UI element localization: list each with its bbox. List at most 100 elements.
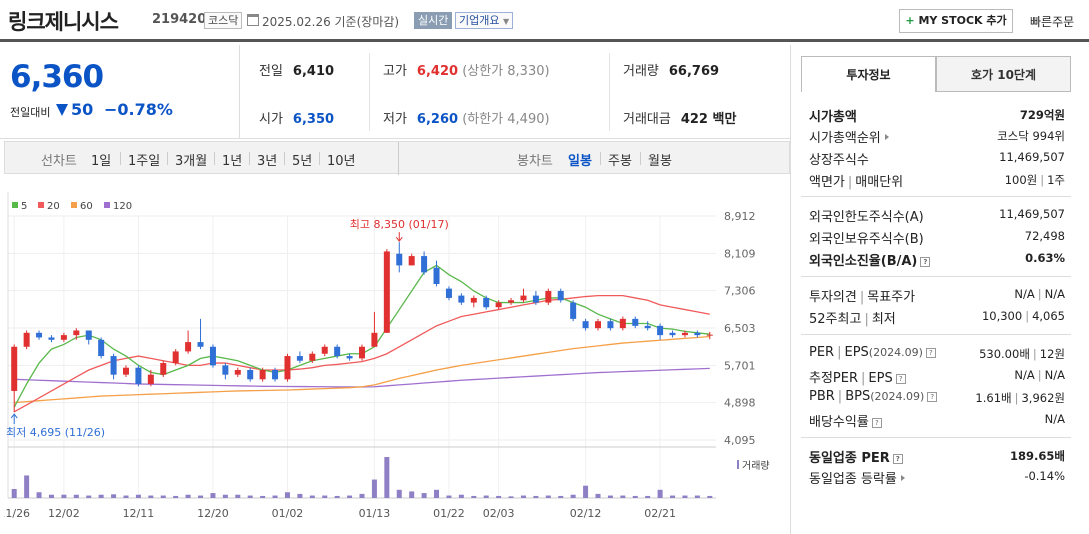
stock-header: 링크제니시스 219420 코스닥 2025.02.26 기준(장마감) 실시간… xyxy=(0,0,1089,42)
row-industry-per: 동일업종 PER? 189.65배 xyxy=(809,449,1065,466)
tab-5y[interactable]: 5년 xyxy=(292,154,313,169)
candle-body xyxy=(296,356,303,361)
help-icon: ? xyxy=(895,374,906,384)
price-change-rate: −0.78% xyxy=(104,100,173,119)
price-change: 50 xyxy=(71,100,94,119)
x-tick-label: 02/12 xyxy=(570,507,602,520)
volume-bar xyxy=(409,491,415,498)
candle-body xyxy=(371,332,378,347)
volume-bar xyxy=(297,493,303,498)
volume-bar xyxy=(36,492,42,498)
x-tick-label: 11/26 xyxy=(4,507,30,520)
reference-date: 2025.02.26 기준(장마감) xyxy=(262,15,400,29)
volume-bar xyxy=(98,494,104,498)
tab-daily[interactable]: 일봉 xyxy=(568,154,592,169)
volume-bar xyxy=(558,495,564,498)
stock-chart: 8,912 8,109 7,306 6,503 5,701 4,898 4,095 11/26… xyxy=(0,192,790,534)
ma20-line xyxy=(13,294,710,413)
volume-bar xyxy=(508,496,514,498)
legend-label: 60 xyxy=(80,201,93,212)
tab-1w[interactable]: 1주일 xyxy=(128,154,161,169)
candle-body xyxy=(73,330,80,336)
volume-bar xyxy=(11,488,17,498)
my-stock-label: MY STOCK 추가 xyxy=(918,14,1007,27)
candle-body xyxy=(595,321,601,329)
volume-bar xyxy=(347,495,353,498)
candle-body xyxy=(11,346,18,391)
stat-prev: 전일 6,410 xyxy=(259,64,335,79)
stat-amount: 거래대금 422 백만 xyxy=(623,112,737,127)
volume-bar xyxy=(583,485,589,498)
my-stock-add-button[interactable]: + MY STOCK 추가 xyxy=(899,9,1013,33)
candle-body xyxy=(36,332,43,338)
volume-bar xyxy=(458,494,464,498)
stat-low: 저가 6,260 (하한가 4,490) xyxy=(383,112,550,127)
volume-bar xyxy=(210,493,216,498)
tab-3y[interactable]: 3년 xyxy=(257,154,278,169)
volume-bar xyxy=(86,495,92,498)
candle-body xyxy=(582,321,589,329)
candle-body xyxy=(309,353,316,361)
column-divider xyxy=(790,45,791,534)
y-tick-label: 4,898 xyxy=(724,397,756,410)
help-icon: ? xyxy=(892,454,903,464)
legend-label: 120 xyxy=(113,201,132,212)
candle-body xyxy=(470,297,477,303)
row-industry-rate[interactable]: 동일업종 등락률 -0.14% xyxy=(809,469,1065,487)
candle-body xyxy=(147,374,154,384)
tab-10y[interactable]: 10년 xyxy=(327,154,356,169)
volume-bar xyxy=(371,479,377,498)
legend-label: 20 xyxy=(47,201,60,212)
stat-volume: 거래량 66,769 xyxy=(623,64,720,79)
volume-bar xyxy=(247,495,253,498)
volume-bar xyxy=(260,495,266,498)
candle-body xyxy=(23,332,30,347)
down-arrow-icon xyxy=(56,104,68,116)
y-tick-label: 5,701 xyxy=(724,359,756,372)
quick-order-link[interactable]: 빠른주문 xyxy=(1030,15,1075,29)
tab-1y[interactable]: 1년 xyxy=(222,154,243,169)
candle-body xyxy=(284,356,291,380)
y-tick-label: 8,109 xyxy=(724,247,756,260)
candle-body xyxy=(247,370,254,380)
candle-body xyxy=(607,321,614,329)
y-tick-label: 8,912 xyxy=(724,210,756,223)
candle-body xyxy=(272,370,279,380)
tab-investment-info[interactable]: 투자정보 xyxy=(801,56,936,92)
candle-body xyxy=(619,318,626,329)
x-tick-label: 02/21 xyxy=(644,507,676,520)
row-opinion: 투자의견 | 목표주가 N/A | N/A xyxy=(809,287,1065,305)
y-tick-label: 7,306 xyxy=(724,285,756,298)
candle-body xyxy=(135,367,142,384)
calendar-icon xyxy=(247,14,259,26)
row-market-cap: 시가총액 729억원 xyxy=(809,108,1065,125)
candle-body xyxy=(669,332,676,336)
tab-3m[interactable]: 3개월 xyxy=(175,154,208,169)
price-stats: 전일 6,410 고가 6,420 (상한가 8,330) 거래량 66,769 시가… xyxy=(241,45,789,138)
plus-icon: + xyxy=(905,14,915,27)
row-dividend: 배당수익률? N/A xyxy=(809,412,1065,430)
candle-body xyxy=(209,346,216,366)
realtime-button[interactable]: 실시간 xyxy=(414,12,453,29)
volume-bar xyxy=(284,492,290,498)
company-overview-dropdown[interactable]: 기업개요 ▼ xyxy=(455,12,514,29)
tab-weekly[interactable]: 주봉 xyxy=(608,154,632,169)
volume-bar xyxy=(670,495,676,498)
x-tick-label: 01/22 xyxy=(433,507,465,520)
legend-label: 5 xyxy=(21,201,27,212)
row-market-cap-rank[interactable]: 시가총액순위 코스닥 994위 xyxy=(809,129,1065,146)
volume-bar xyxy=(545,495,551,498)
candle-body xyxy=(495,302,502,308)
tab-1d[interactable]: 1일 xyxy=(91,154,112,169)
volume-bar xyxy=(135,494,141,498)
volume-bar xyxy=(185,494,191,498)
tab-order-book[interactable]: 호가 10단계 xyxy=(936,56,1071,92)
candle-body xyxy=(334,346,341,357)
stat-open: 시가 6,350 xyxy=(259,112,335,127)
candle-body xyxy=(706,334,713,336)
tab-monthly[interactable]: 월봉 xyxy=(648,154,672,169)
chevron-down-icon: ▼ xyxy=(502,17,510,26)
x-tick-label: 12/11 xyxy=(123,507,155,520)
volume-bar xyxy=(533,495,539,498)
y-tick-label: 6,503 xyxy=(724,322,756,335)
